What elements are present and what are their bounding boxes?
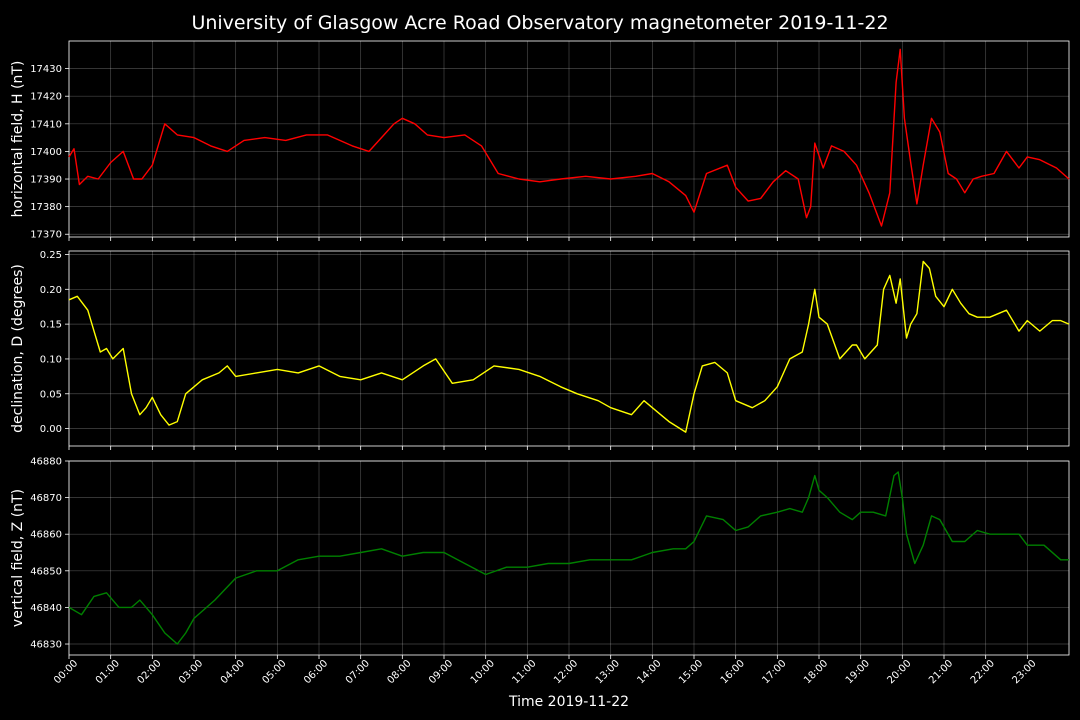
x-tick-label-22: 22:00 bbox=[969, 658, 997, 686]
x-tick-label-12: 12:00 bbox=[552, 658, 580, 686]
x-tick-label-5: 05:00 bbox=[260, 658, 288, 686]
z-y-tick-label-0: 46830 bbox=[30, 640, 62, 651]
z-y-tick-label-2: 46850 bbox=[30, 566, 62, 577]
h-y-tick-label-0: 17370 bbox=[30, 230, 62, 241]
h-y-tick-label-5: 17420 bbox=[30, 92, 62, 103]
z-plot-area bbox=[68, 460, 1070, 656]
x-tick-label-23: 23:00 bbox=[1010, 658, 1038, 686]
x-tick-label-20: 20:00 bbox=[885, 658, 913, 686]
d-y-tick-label-4: 0.20 bbox=[40, 285, 62, 296]
z-y-tick-label-1: 46840 bbox=[30, 603, 62, 614]
x-tick-label-6: 06:00 bbox=[302, 658, 330, 686]
declination-panel: 0.00 0.05 0.10 0.15 0.20 0.25 declination, D (… bbox=[10, 250, 1070, 450]
d-series-line bbox=[68, 260, 1070, 433]
z-y-tick-label-4: 46870 bbox=[30, 493, 62, 504]
x-tick-label-17: 17:00 bbox=[760, 658, 788, 686]
x-tick-label-19: 19:00 bbox=[844, 658, 872, 686]
h-y-tick-label-6: 17430 bbox=[30, 64, 62, 75]
x-tick-label-15: 15:00 bbox=[677, 658, 705, 686]
d-y-tick-label-5: 0.25 bbox=[40, 250, 62, 261]
figure-title: University of Glasgow Acre Road Observat… bbox=[191, 12, 888, 34]
x-tick-label-21: 21:00 bbox=[927, 658, 955, 686]
horizontal-field-panel: 17370 17380 17390 17400 17410 17420 17430 horiz… bbox=[10, 40, 1070, 241]
x-tick-label-3: 03:00 bbox=[177, 658, 205, 686]
x-tick-label-8: 08:00 bbox=[385, 658, 413, 686]
vertical-field-panel: 46830 46840 46850 46860 46870 46880 00:00 01:00… bbox=[10, 457, 1070, 686]
x-tick-label-10: 10:00 bbox=[469, 658, 497, 686]
d-y-axis-label: declination, D (degrees) bbox=[10, 264, 26, 433]
z-y-tick-label-3: 46860 bbox=[30, 530, 62, 541]
d-plot-area bbox=[68, 250, 1070, 447]
h-y-tick-label-4: 17410 bbox=[30, 119, 62, 130]
d-y-tick-label-1: 0.05 bbox=[40, 389, 62, 400]
x-tick-label-13: 13:00 bbox=[594, 658, 622, 686]
h-series-line bbox=[68, 48, 1070, 227]
h-y-tick-label-1: 17380 bbox=[30, 202, 62, 213]
d-y-tick-label-3: 0.15 bbox=[40, 320, 62, 331]
z-y-axis-label: vertical field, Z (nT) bbox=[10, 489, 26, 627]
h-y-tick-label-2: 17390 bbox=[30, 175, 62, 186]
x-tick-label-9: 09:00 bbox=[427, 658, 455, 686]
x-tick-label-7: 07:00 bbox=[344, 658, 372, 686]
d-y-tick-label-2: 0.10 bbox=[40, 354, 62, 365]
h-y-axis-label: horizontal field, H (nT) bbox=[10, 61, 26, 218]
z-y-tick-label-5: 46880 bbox=[30, 457, 62, 468]
x-tick-label-18: 18:00 bbox=[802, 658, 830, 686]
x-tick-label-16: 16:00 bbox=[719, 658, 747, 686]
x-tick-label-4: 04:00 bbox=[219, 658, 247, 686]
z-series-line bbox=[68, 471, 1069, 645]
x-tick-label-14: 14:00 bbox=[635, 658, 663, 686]
x-tick-label-2: 02:00 bbox=[135, 658, 163, 686]
x-tick-label-11: 11:00 bbox=[510, 658, 538, 686]
x-tick-label-0: 00:00 bbox=[52, 658, 80, 686]
x-axis-label: Time 2019-11-22 bbox=[508, 694, 629, 710]
x-tick-label-1: 01:00 bbox=[94, 658, 122, 686]
d-y-tick-label-0: 0.00 bbox=[40, 424, 62, 435]
h-y-tick-label-3: 17400 bbox=[30, 147, 62, 158]
